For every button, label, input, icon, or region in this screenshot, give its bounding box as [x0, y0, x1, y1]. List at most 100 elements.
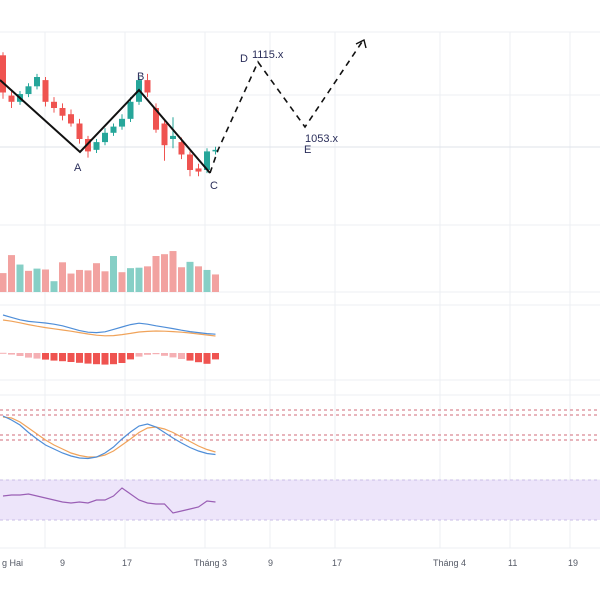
macd-hist-11 — [93, 353, 100, 365]
candle-body-19 — [161, 123, 168, 146]
macd-hist-17 — [144, 353, 151, 355]
volume-bar-8 — [67, 273, 75, 292]
x-tick-label-1: 9 — [60, 558, 65, 568]
macd-hist-2 — [16, 353, 24, 356]
volume-bar-19 — [161, 254, 168, 292]
x-axis: g Hai 9 17 Tháng 3 9 17 Tháng 4 11 19 — [0, 549, 600, 575]
wave-pattern: A B C D E 1115.x 1053.x — [0, 38, 367, 192]
macd-hist-21 — [178, 353, 185, 359]
macd-hist-13 — [110, 353, 117, 365]
macd-hist-9 — [76, 353, 83, 363]
candle-body-23 — [195, 168, 202, 172]
wave-label-D: D — [240, 53, 248, 65]
volume-bar-5 — [42, 269, 49, 292]
volume-bar-15 — [127, 268, 134, 292]
candle-body-6 — [51, 101, 57, 108]
candle-body-8 — [68, 114, 74, 124]
candle-body-7 — [59, 108, 66, 116]
macd-hist-12 — [101, 353, 109, 365]
rsi-pane — [0, 479, 600, 521]
volume-bar-11 — [93, 263, 100, 292]
rsi-band — [0, 480, 600, 520]
candle-body-20 — [170, 135, 176, 139]
candle-body-10 — [85, 139, 91, 152]
macd-hist-24 — [203, 353, 211, 364]
macd-hist-8 — [67, 353, 75, 362]
volume-bar-24 — [203, 269, 211, 292]
macd-hist-14 — [118, 353, 126, 363]
volume-bar-22 — [186, 261, 194, 292]
macd-hist-25 — [212, 353, 219, 360]
volume-bar-3 — [25, 270, 32, 292]
price-pane — [0, 52, 219, 177]
macd-hist-23 — [195, 353, 202, 363]
volume-bar-13 — [110, 256, 117, 292]
wave-solid-line — [0, 79, 211, 174]
volume-bar-16 — [135, 267, 143, 292]
volume-bar-10 — [84, 270, 92, 292]
macd-hist-18 — [152, 353, 160, 355]
axis-background — [0, 549, 600, 575]
volume-bar-12 — [101, 271, 109, 292]
macd-hist-7 — [59, 353, 66, 362]
candle-body-15 — [127, 101, 134, 119]
candle-body-9 — [76, 123, 83, 139]
candle-body-0 — [0, 55, 6, 93]
candle-body-25 — [212, 149, 219, 152]
macd-hist-16 — [135, 353, 143, 357]
candle-body-1 — [8, 95, 15, 102]
macd-hist-3 — [25, 353, 32, 358]
volume-bar-7 — [59, 262, 66, 292]
macd-hist-1 — [8, 353, 15, 355]
volume-bar-9 — [76, 269, 83, 292]
volume-bar-0 — [0, 273, 7, 292]
macd-line — [2, 314, 216, 335]
wave-value-E: 1053.x — [305, 133, 339, 145]
candle-body-4 — [34, 77, 40, 87]
x-tick-label-2: 17 — [122, 558, 132, 568]
volume-bar-17 — [144, 266, 151, 292]
wave-value-D: 1115.x — [252, 49, 284, 61]
x-tick-label-3: Tháng 3 — [194, 558, 227, 568]
stochastic-pane — [0, 409, 600, 460]
wave-label-C: C — [210, 180, 218, 192]
candle-body-18 — [153, 108, 159, 130]
macd-hist-19 — [161, 353, 168, 356]
macd-hist-4 — [33, 353, 41, 359]
volume-bar-4 — [33, 268, 41, 292]
x-tick-label-6: Tháng 4 — [433, 558, 466, 568]
volume-bar-18 — [152, 256, 160, 292]
rsi-line — [2, 487, 216, 514]
macd-hist-6 — [50, 353, 58, 361]
x-tick-label-4: 9 — [268, 558, 273, 568]
volume-bar-20 — [169, 251, 177, 292]
wave-label-E: E — [304, 144, 311, 156]
volume-pane — [0, 251, 219, 292]
candle-body-21 — [178, 142, 185, 155]
wave-label-A: A — [74, 162, 82, 174]
macd-hist-20 — [169, 353, 177, 358]
volume-bar-25 — [212, 274, 219, 292]
volume-bar-23 — [195, 266, 202, 292]
wave-arrow-head — [355, 38, 367, 49]
candle-body-3 — [25, 86, 32, 95]
candle-body-11 — [93, 142, 100, 150]
x-tick-label-5: 17 — [332, 558, 342, 568]
candle-body-14 — [119, 118, 125, 127]
macd-hist-10 — [84, 353, 92, 364]
candle-body-13 — [110, 126, 117, 133]
volume-bar-2 — [16, 264, 24, 292]
x-tick-label-0: g Hai — [2, 558, 23, 568]
candle-body-17 — [144, 80, 151, 93]
candle-body-12 — [102, 132, 108, 143]
stoch-k-line — [2, 415, 216, 460]
candle-body-22 — [187, 154, 193, 170]
x-tick-label-8: 19 — [568, 558, 578, 568]
volume-bar-21 — [178, 267, 185, 292]
wave-label-B: B — [137, 71, 144, 83]
volume-bar-1 — [8, 255, 15, 292]
macd-hist-15 — [127, 353, 134, 360]
candle-body-5 — [42, 80, 49, 102]
volume-bar-6 — [50, 281, 58, 292]
